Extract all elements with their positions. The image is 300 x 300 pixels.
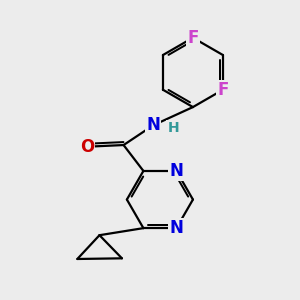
Text: N: N (169, 162, 183, 180)
Text: N: N (169, 219, 183, 237)
Text: F: F (187, 29, 199, 47)
Text: O: O (80, 138, 94, 156)
Text: H: H (167, 121, 179, 134)
Text: N: N (146, 116, 160, 134)
Text: F: F (217, 81, 229, 99)
